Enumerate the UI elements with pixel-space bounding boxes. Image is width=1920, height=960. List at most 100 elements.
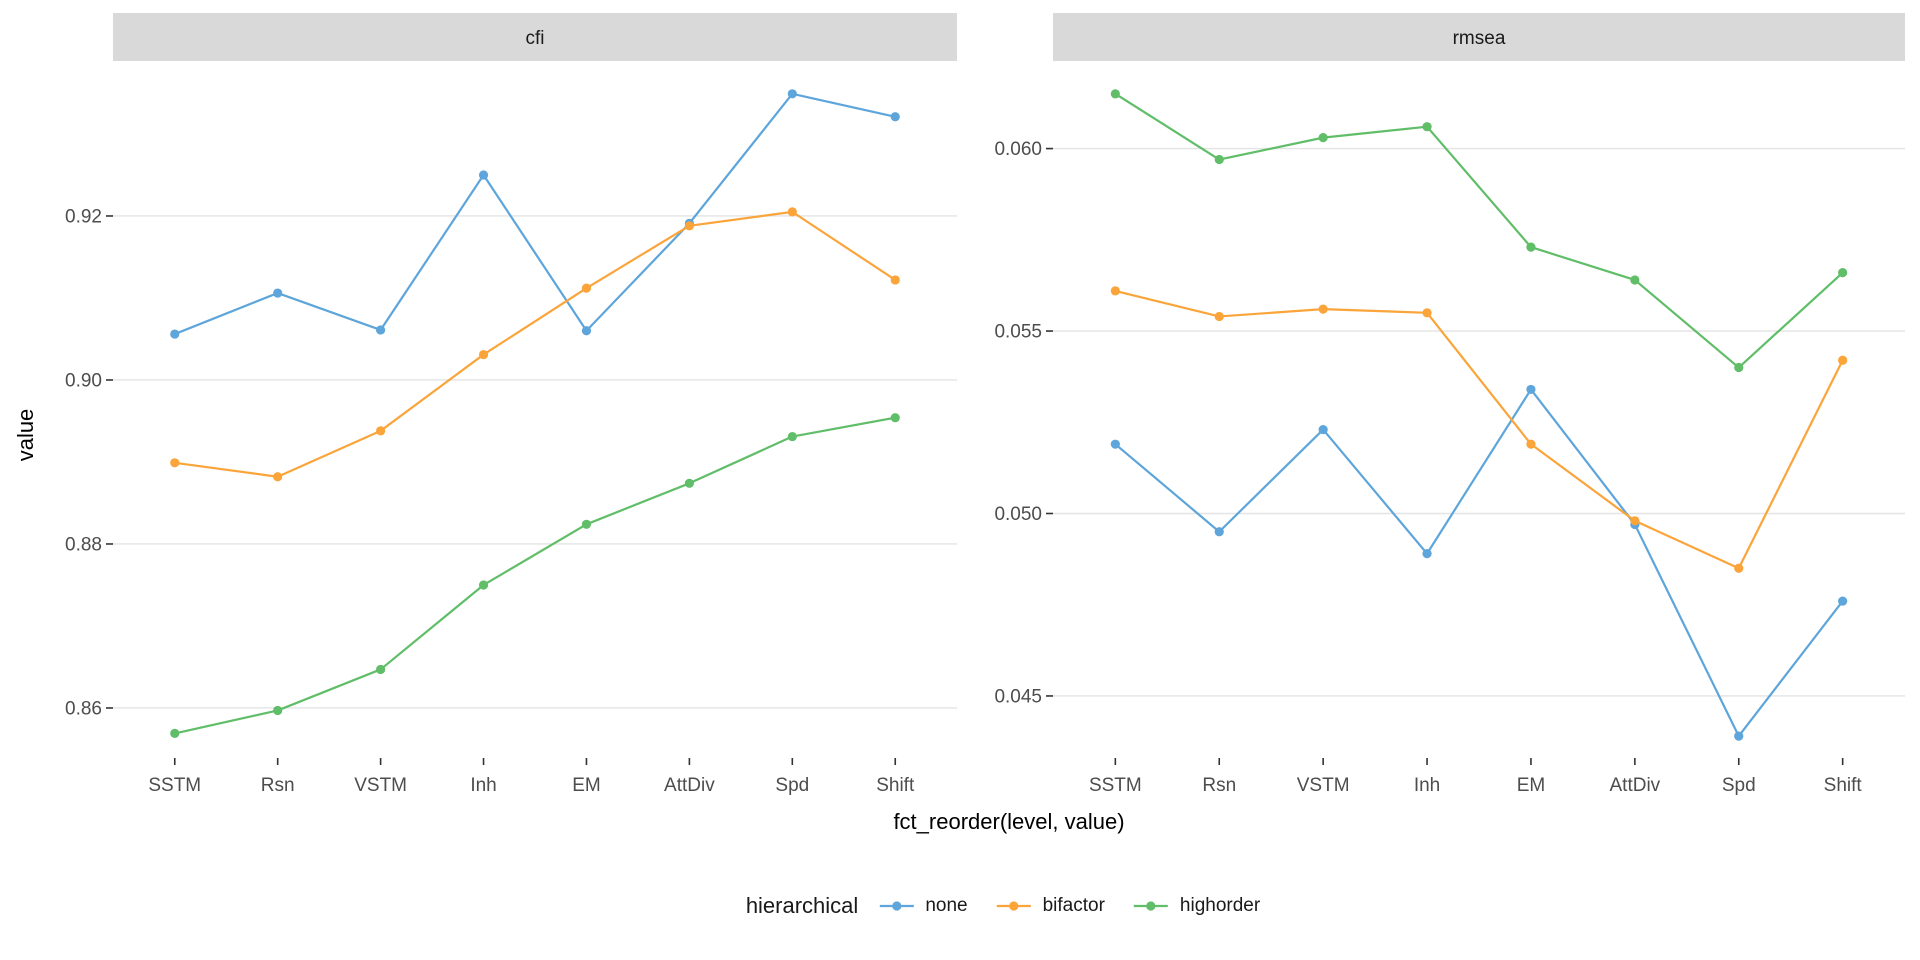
x-tick-label: EM (572, 775, 601, 796)
series-line-highorder (1114, 92, 1844, 369)
x-tick-label: SSTM (1089, 775, 1142, 796)
chart-layers: 0.86 0.88 0.90 0.92 SSTM Rsn VSTM Inh EM AttDiv Sp… (65, 61, 1905, 796)
legend-item-none: none (876, 895, 968, 917)
data-point-highorder-AttDiv (684, 478, 694, 488)
legend-title: hierarchical (745, 893, 859, 918)
facet-strip-cfi (113, 13, 957, 61)
legend-label: none (925, 895, 968, 916)
data-point-bifactor-SSTM (1110, 286, 1120, 296)
facet-strip-label-cfi: cfi (526, 28, 545, 49)
y-tick-label: 0.050 (994, 504, 1042, 525)
data-point-none-EM (1526, 384, 1536, 395)
panel-background (113, 61, 957, 758)
data-point-highorder-EM (581, 519, 592, 529)
data-point-highorder-SSTM (1110, 89, 1120, 99)
x-tick-label: EM (1517, 775, 1546, 796)
data-point-highorder-Rsn (1214, 154, 1224, 165)
data-point-highorder-EM (1526, 242, 1536, 252)
data-point-highorder-VSTM (1318, 133, 1328, 143)
data-point-highorder-Shift (890, 413, 900, 423)
x-tick-label: Shift (876, 775, 915, 796)
data-point-none-Rsn (273, 288, 283, 298)
data-point-bifactor-Rsn (273, 472, 283, 482)
y-tick-label: 0.060 (994, 139, 1042, 160)
x-tick-label: Spd (1722, 775, 1756, 796)
data-point-none-SSTM (170, 329, 180, 339)
data-point-none-Shift (890, 112, 900, 122)
facet-panel-rmsea: 0.045 0.050 0.055 0.060 SSTM Rsn VSTM Inh EM AttD… (994, 61, 1905, 796)
line-point-icon (1133, 901, 1168, 911)
series-line-none (173, 92, 897, 336)
facet-strip-rmsea (1053, 13, 1905, 61)
line-point-icon (996, 901, 1031, 911)
data-point-bifactor-Shift (890, 275, 900, 285)
x-tick-label: Rsn (1202, 775, 1236, 796)
data-point-highorder-AttDiv (1630, 275, 1640, 285)
y-tick-label: 0.92 (65, 206, 102, 227)
x-tick-label: AttDiv (664, 775, 715, 796)
data-point-none-VSTM (376, 325, 386, 335)
data-point-none-Inh (1422, 549, 1432, 559)
x-tick-label: Shift (1824, 775, 1863, 796)
line-point-icon (879, 901, 914, 911)
data-point-highorder-VSTM (376, 664, 386, 675)
y-tick-label: 0.90 (65, 370, 102, 391)
legend-item-bifactor: bifactor (994, 895, 1105, 917)
data-point-highorder-Spd (787, 431, 797, 442)
data-point-bifactor-AttDiv (1630, 516, 1640, 526)
facet-strip-label-rmsea: rmsea (1453, 28, 1506, 49)
data-point-bifactor-EM (581, 283, 592, 293)
data-point-bifactor-Inh (478, 349, 489, 360)
y-tick-label: 0.055 (994, 322, 1042, 343)
data-point-bifactor-SSTM (170, 458, 180, 468)
panel-background (1053, 61, 1905, 758)
legend-label: highorder (1179, 895, 1261, 916)
legend: hierarchical none bifactor highorder (746, 893, 1272, 919)
y-tick-label: 0.86 (65, 698, 102, 719)
data-point-bifactor-Rsn (1214, 311, 1224, 322)
series-line-none (1114, 388, 1844, 738)
data-point-highorder-Shift (1838, 268, 1848, 278)
data-point-bifactor-Shift (1838, 355, 1848, 365)
data-point-none-Shift (1838, 596, 1848, 606)
data-point-bifactor-VSTM (376, 426, 386, 436)
data-point-none-SSTM (1110, 439, 1120, 449)
series-line-highorder (173, 416, 897, 735)
data-point-none-Spd (787, 89, 797, 99)
data-point-highorder-Spd (1734, 362, 1744, 373)
data-point-highorder-Inh (1422, 122, 1432, 132)
data-point-highorder-Inh (478, 580, 489, 590)
y-tick-label: 0.88 (65, 534, 102, 555)
series-line-bifactor (1114, 289, 1844, 570)
data-point-bifactor-AttDiv (684, 221, 694, 231)
data-point-none-VSTM (1318, 424, 1328, 435)
x-tick-label: VSTM (354, 775, 407, 796)
data-point-bifactor-EM (1526, 439, 1536, 449)
legend-item-highorder: highorder (1131, 895, 1260, 917)
data-point-bifactor-Inh (1422, 308, 1432, 318)
x-tick-label: SSTM (148, 775, 201, 796)
data-point-none-Inh (478, 170, 489, 180)
x-tick-label: VSTM (1297, 775, 1350, 796)
x-tick-label: Spd (775, 775, 809, 796)
x-tick-label: AttDiv (1610, 775, 1661, 796)
legend-label: bifactor (1042, 895, 1105, 916)
data-point-bifactor-VSTM (1318, 304, 1328, 314)
x-axis-title: fct_reorder(level, value) (893, 809, 1124, 834)
y-tick-label: 0.045 (994, 686, 1042, 707)
series-line-bifactor (173, 210, 897, 478)
data-point-bifactor-Spd (1734, 563, 1744, 573)
data-point-highorder-SSTM (170, 728, 180, 739)
data-point-none-Spd (1734, 731, 1744, 741)
data-point-bifactor-Spd (787, 207, 797, 217)
x-tick-label: Rsn (261, 775, 295, 796)
data-point-none-EM (581, 326, 592, 336)
data-point-none-Rsn (1214, 527, 1224, 537)
facet-panel-cfi: 0.86 0.88 0.90 0.92 SSTM Rsn VSTM Inh EM AttDiv Sp… (65, 61, 957, 796)
x-tick-label: Inh (470, 775, 496, 796)
y-axis-title: value (13, 409, 38, 462)
data-point-highorder-Rsn (273, 705, 283, 716)
x-tick-label: Inh (1414, 775, 1440, 796)
